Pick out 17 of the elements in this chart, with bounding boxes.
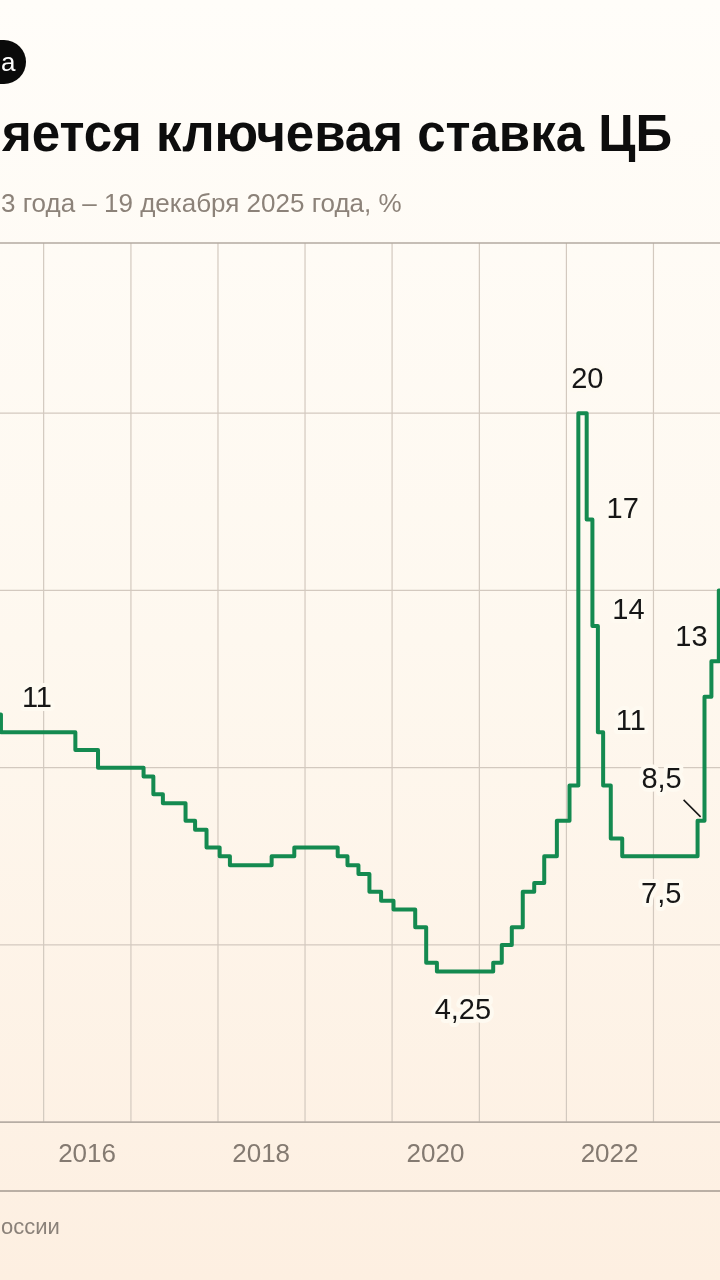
data-label: 13 [675,620,708,653]
data-label: 11 [615,704,646,737]
text: оссии [1,1214,60,1239]
data-label: 8,5 [641,761,682,794]
data-label: 17 [606,491,639,524]
chart-title: яется ключевая ставка ЦБ [1,105,673,162]
data-label: 20 [571,362,604,395]
data-label: 14 [612,592,645,625]
data-label: 4,25 [434,992,492,1025]
text: а [1,47,16,77]
x-tick-label: 2020 [406,1138,465,1168]
data-label: 11 [21,681,53,714]
x-tick-label: 2016 [58,1138,116,1168]
x-tick-label: 2018 [232,1138,291,1168]
x-tick-label: 2022 [580,1138,639,1168]
data-label: 7,5 [641,877,682,910]
chart-subtitle: 3 года – 19 декабря 2025 года, % [1,188,402,218]
